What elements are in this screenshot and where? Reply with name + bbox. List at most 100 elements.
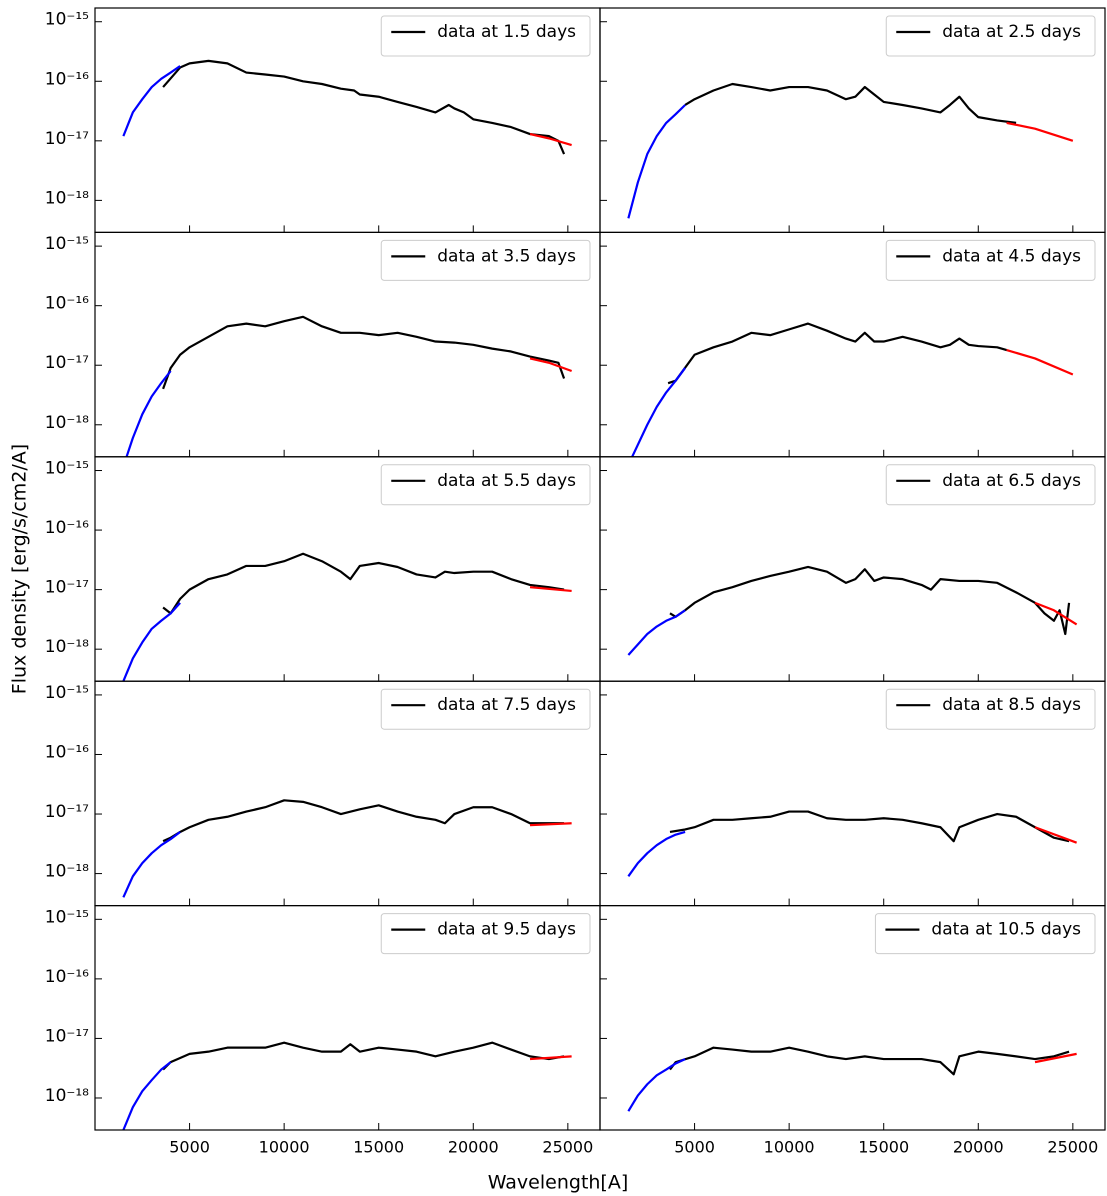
y-tick-label: 10⁻¹⁸	[45, 413, 89, 433]
plot-area	[627, 810, 1078, 877]
data-line	[669, 565, 1071, 636]
legend-label: data at 10.5 days	[931, 920, 1081, 940]
plot-area	[627, 565, 1078, 656]
x-tick-label: 15000	[858, 1138, 909, 1157]
data-line	[1034, 601, 1078, 626]
panel: 10⁻¹⁸ 10⁻¹⁷ 10⁻¹⁶ 10⁻¹⁵ data at 5.5 days	[45, 456, 601, 682]
legend-label: data at 4.5 days	[942, 246, 1081, 266]
legend: data at 10.5 days	[874, 913, 1096, 955]
data-line	[529, 357, 573, 373]
legend-label: data at 2.5 days	[942, 22, 1081, 42]
x-axis-label: Wavelength[A]	[488, 1172, 629, 1194]
data-line	[162, 552, 565, 615]
legend: data at 2.5 days	[885, 15, 1096, 57]
y-tick-label: 10⁻¹⁵	[45, 234, 89, 254]
panel: data at 8.5 days	[599, 680, 1106, 907]
legend: data at 5.5 days	[380, 464, 591, 506]
legend-box	[380, 239, 591, 281]
legend: data at 7.5 days	[380, 688, 591, 730]
legend: data at 8.5 days	[885, 688, 1096, 730]
legend-label: data at 8.5 days	[942, 695, 1081, 715]
legend-box	[380, 688, 591, 730]
y-tick-label: 10⁻¹⁵	[45, 907, 89, 927]
x-tick-label: 10000	[764, 1138, 815, 1157]
data-line	[1034, 826, 1078, 844]
legend-box	[380, 913, 591, 955]
x-tick-label: 10000	[259, 1138, 310, 1157]
plot-area	[122, 799, 572, 898]
y-tick-label: 10⁻¹⁵	[45, 10, 89, 30]
legend: data at 9.5 days	[380, 913, 591, 955]
data-line	[125, 370, 172, 457]
data-line	[669, 810, 1070, 843]
data-line	[162, 799, 565, 843]
y-tick-label: 10⁻¹⁶	[45, 294, 89, 314]
legend-label: data at 7.5 days	[437, 695, 576, 715]
data-line	[122, 831, 181, 898]
legend-box	[380, 464, 591, 506]
data-line	[627, 1058, 686, 1112]
x-tick-label: 15000	[353, 1138, 404, 1157]
y-tick-label: 10⁻¹⁷	[45, 802, 89, 822]
data-line	[122, 65, 181, 137]
data-line	[529, 586, 572, 593]
y-tick-label: 10⁻¹⁷	[45, 129, 89, 149]
panel: 10⁻¹⁸ 10⁻¹⁷ 10⁻¹⁶ 10⁻¹⁵ data at 7.5 days	[45, 680, 601, 907]
x-tick-label: 25000	[542, 1138, 593, 1157]
y-tick-label: 10⁻¹⁶	[45, 967, 89, 987]
x-tick-label: 5000	[674, 1138, 715, 1157]
y-tick-label: 10⁻¹⁸	[45, 862, 89, 882]
data-line	[162, 59, 566, 155]
legend-label: data at 6.5 days	[942, 471, 1081, 491]
data-line	[669, 1046, 1070, 1076]
x-tick-label: 20000	[448, 1138, 499, 1157]
y-tick-label: 10⁻¹⁷	[45, 353, 89, 373]
data-line	[529, 1055, 572, 1061]
data-line	[1006, 348, 1074, 376]
plot-area	[122, 552, 572, 682]
data-line	[529, 132, 572, 147]
panel: data at 6.5 days	[599, 456, 1106, 682]
data-line	[684, 82, 1017, 124]
y-tick-label: 10⁻¹⁷	[45, 1026, 89, 1046]
plot-area	[631, 322, 1074, 457]
axes-frame	[599, 904, 1106, 1131]
legend-box	[885, 15, 1096, 57]
legend: data at 1.5 days	[380, 15, 591, 57]
legend-label: data at 5.5 days	[437, 471, 576, 491]
y-tick-label: 10⁻¹⁶	[45, 518, 89, 538]
data-line	[122, 602, 181, 682]
panel: data at 2.5 days	[599, 7, 1106, 233]
data-line	[667, 322, 1007, 385]
plot-area	[122, 59, 572, 155]
legend-box	[874, 913, 1096, 955]
y-tick-label: 10⁻¹⁸	[45, 188, 89, 208]
legend-box	[885, 688, 1096, 730]
panel: 10⁻¹⁸ 10⁻¹⁷ 10⁻¹⁶ 10⁻¹⁵ data at 1.5 days	[45, 7, 601, 233]
panel: 10⁻¹⁸ 10⁻¹⁷ 10⁻¹⁶ 10⁻¹⁵ 5000 10000 15000 20000 2…	[45, 904, 601, 1157]
plot-area	[627, 82, 1074, 219]
legend: data at 6.5 days	[885, 464, 1096, 506]
data-line	[627, 830, 686, 877]
data-line	[122, 1061, 172, 1130]
data-line	[1006, 121, 1074, 142]
legend-label: data at 9.5 days	[437, 920, 576, 940]
data-line	[631, 367, 686, 457]
data-line	[529, 822, 572, 827]
panel: 10⁻¹⁸ 10⁻¹⁷ 10⁻¹⁶ 10⁻¹⁵ data at 3.5 days	[45, 231, 601, 458]
data-line	[162, 315, 566, 390]
legend: data at 4.5 days	[885, 239, 1096, 281]
data-line	[1034, 1052, 1077, 1064]
y-tick-label: 10⁻¹⁶	[45, 69, 89, 89]
data-line	[627, 609, 686, 656]
x-tick-label: 5000	[169, 1138, 210, 1157]
panel: 5000 10000 15000 20000 25000 data at 10.5 day…	[599, 904, 1106, 1157]
legend-box	[380, 15, 591, 57]
legend-label: data at 1.5 days	[437, 22, 576, 42]
y-tick-label: 10⁻¹⁵	[45, 683, 89, 703]
legend-box	[885, 464, 1096, 506]
plot-area	[627, 1046, 1077, 1112]
legend: data at 3.5 days	[380, 239, 591, 281]
